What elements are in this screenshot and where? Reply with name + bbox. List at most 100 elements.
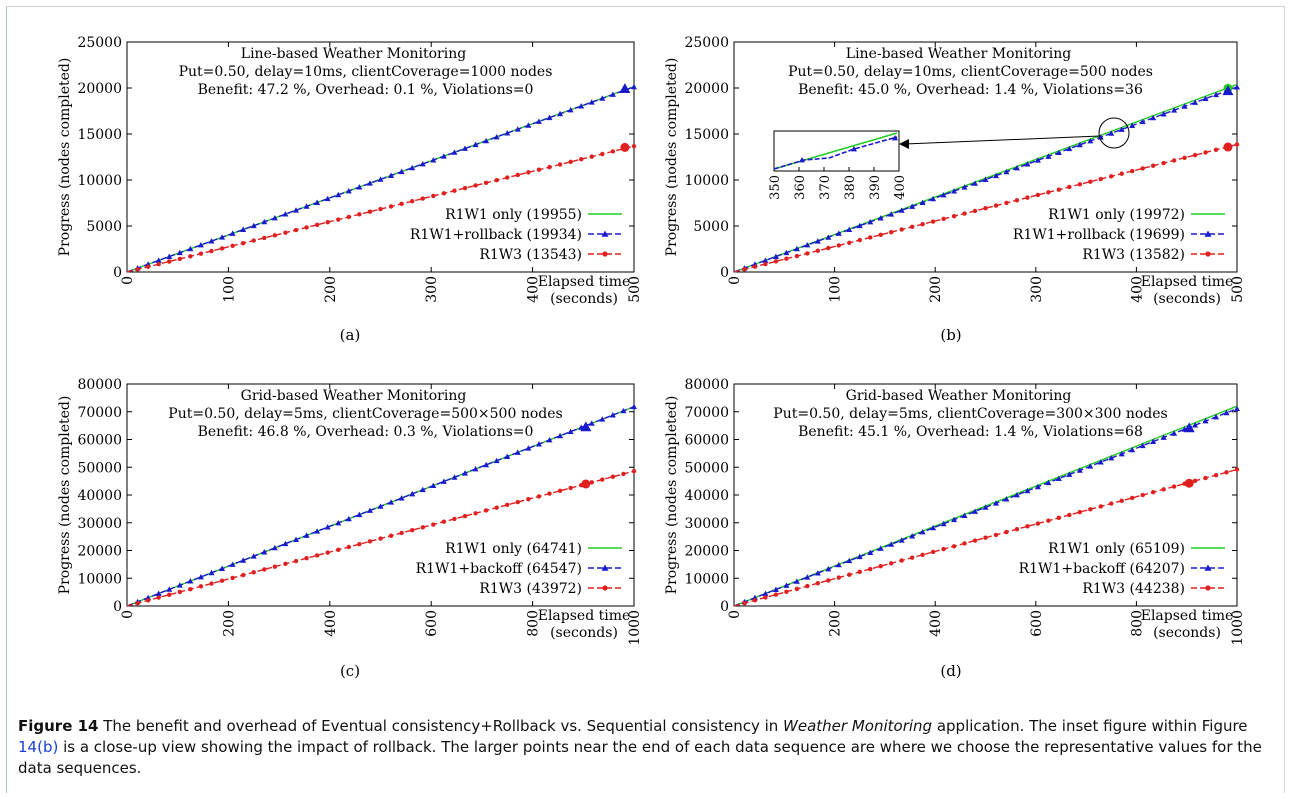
legend-marker xyxy=(602,585,608,591)
series-point xyxy=(494,505,499,510)
series-point xyxy=(219,234,226,240)
series-point xyxy=(763,595,768,600)
series-point xyxy=(145,264,151,269)
series-point xyxy=(514,126,521,132)
inset-x-tick-label: 400 xyxy=(893,175,908,200)
series-point xyxy=(250,222,257,229)
series-point xyxy=(314,528,321,534)
series-point xyxy=(1025,524,1030,529)
series-point xyxy=(494,178,499,183)
series-point xyxy=(793,245,800,252)
chart-title-line: Benefit: 47.2 %, Overhead: 0.1 %, Violat… xyxy=(198,82,534,98)
inset-point xyxy=(851,146,857,152)
series-point xyxy=(378,206,383,212)
y-tick-label: 0 xyxy=(113,599,122,615)
series-point xyxy=(1045,479,1052,486)
series-point xyxy=(399,201,404,207)
series-point xyxy=(155,257,162,263)
series-point xyxy=(156,595,161,600)
series-point xyxy=(197,241,204,248)
series-point xyxy=(1087,463,1094,469)
series-point xyxy=(271,214,278,221)
series-point xyxy=(898,537,905,543)
series-point xyxy=(229,230,236,236)
caption-figure-ref-link[interactable]: 14(b) xyxy=(18,738,59,756)
series-point xyxy=(888,541,895,547)
series-point xyxy=(1202,95,1209,102)
representative-point xyxy=(1184,478,1194,488)
series-point xyxy=(930,524,937,531)
series-point xyxy=(177,589,183,595)
series-point xyxy=(856,553,863,560)
series-point xyxy=(167,259,172,264)
series-point xyxy=(1088,179,1093,184)
y-tick-label: 40000 xyxy=(684,488,729,504)
series-point xyxy=(867,549,874,555)
series-point xyxy=(930,195,937,202)
caption-text-2: application. The inset figure within Fig… xyxy=(932,717,1248,735)
series-point xyxy=(920,221,925,227)
series-point xyxy=(409,164,416,171)
series-point xyxy=(440,478,447,484)
series-point xyxy=(188,254,193,259)
series-point xyxy=(505,502,510,508)
series-point xyxy=(589,480,594,485)
legend-label: R1W3 (13543) xyxy=(479,247,582,263)
series-point xyxy=(145,594,152,601)
series-point xyxy=(557,110,564,117)
series-point xyxy=(783,582,790,588)
figure-caption: Figure 14 The benefit and overhead of Ev… xyxy=(18,716,1274,779)
series-point xyxy=(772,586,779,592)
series-point xyxy=(250,553,257,559)
series-point xyxy=(472,466,479,472)
legend-label: R1W3 (13582) xyxy=(1082,247,1185,263)
series-point xyxy=(888,229,894,235)
x-tick-label: 600 xyxy=(424,610,440,637)
series-point xyxy=(336,217,341,222)
series-point xyxy=(1130,495,1135,501)
series-point xyxy=(303,532,310,538)
y-tick-label: 50000 xyxy=(77,460,122,476)
series-point xyxy=(135,267,140,272)
series-point xyxy=(794,253,800,259)
series-point xyxy=(1067,512,1072,518)
series-point xyxy=(240,572,246,578)
series-point xyxy=(1213,413,1220,420)
series-point xyxy=(546,114,553,121)
series-point xyxy=(793,578,800,584)
series-point xyxy=(972,508,979,514)
series-point xyxy=(166,586,173,592)
inset-point xyxy=(799,157,805,163)
legend-marker xyxy=(1204,230,1212,237)
series-point xyxy=(621,471,626,477)
series-point xyxy=(836,243,841,248)
chart-title-line: Put=0.50, delay=10ms, clientCoverage=500… xyxy=(788,64,1153,80)
x-axis-label: Elapsed time xyxy=(538,608,631,624)
legend-marker xyxy=(1205,585,1211,591)
series-point xyxy=(588,420,595,426)
series-point xyxy=(993,532,999,538)
representative-point xyxy=(1222,85,1234,96)
series-point xyxy=(462,513,468,519)
x-tick-label: 400 xyxy=(1129,276,1145,303)
series-point xyxy=(1150,114,1157,121)
chart-title-line: Put=0.50, delay=10ms, clientCoverage=100… xyxy=(179,64,553,80)
legend-label: R1W1+rollback (19934) xyxy=(410,227,582,243)
series-point xyxy=(251,570,256,575)
series-point xyxy=(155,590,162,596)
representative-point xyxy=(620,142,630,152)
series-point xyxy=(1077,509,1083,515)
series-point xyxy=(1171,430,1178,436)
caption-italic-app: Weather Monitoring xyxy=(783,717,933,735)
series-point xyxy=(176,582,183,588)
inset-point xyxy=(892,135,898,141)
series-point xyxy=(1213,91,1220,98)
series-point xyxy=(1024,487,1031,494)
series-point xyxy=(773,592,779,597)
y-tick-label: 20000 xyxy=(77,544,122,560)
series-point xyxy=(899,558,904,563)
chart-title-line: Put=0.50, delay=5ms, clientCoverage=500×… xyxy=(168,406,562,422)
series-point xyxy=(451,149,458,155)
inset-zoom: 350 360 370 380 390 400 xyxy=(768,117,1130,200)
zoom-arrow-head xyxy=(899,139,909,149)
